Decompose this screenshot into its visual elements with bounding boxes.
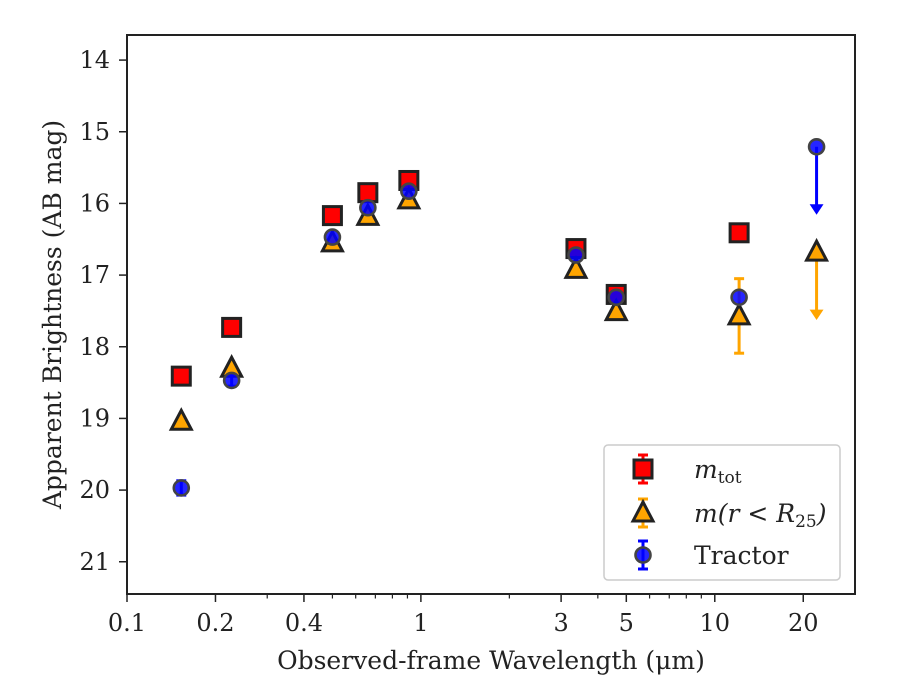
x-tick-label: 3 [553,609,568,637]
data-point-m-r25 [603,297,629,322]
legend-entry-tractor: Tractor [634,539,789,571]
data-point-m-r25 [726,301,752,326]
legend-marker-tractor [634,546,652,564]
data-point-tractor [807,138,826,156]
data-point-tractor [222,371,241,390]
upper-limit-arrow-head [809,204,824,215]
x-tick-label: 0.1 [108,609,146,637]
x-tick-label: 5 [619,609,634,637]
x-axis: 0.1 0.2 0.4 1 3 5 10 20 [108,594,819,637]
x-tick-label: 0.4 [285,609,323,637]
series-tractor [172,138,826,497]
legend: mtot m(r < R25) Tractor [603,444,841,581]
plot-marks [168,138,830,497]
y-tick-label: 20 [79,476,110,504]
data-point-m-r25 [804,237,830,262]
data-point-mtot [221,316,243,338]
data-point-tractor [172,479,191,497]
data-point-mtot [170,365,192,387]
data-point-tractor [400,182,418,201]
legend-label-m-r25: m(r < R25) [694,499,826,532]
legend-entry-mtot: mtot [632,453,742,488]
y-tick-label: 16 [79,189,110,217]
legend-box [603,444,841,581]
data-point-tractor [359,198,377,217]
data-point-m-r25 [168,407,194,431]
series-m-r25 [168,185,830,431]
y-tick-label: 14 [79,46,110,74]
legend-label-tractor: Tractor [694,541,789,570]
x-tick-label: 20 [788,609,819,637]
y-axis-title: Apparent Brightness (AB mag) [38,120,67,510]
plot-frame [126,34,856,595]
y-axis: 14 15 16 17 18 19 20 21 [79,46,127,576]
y-tick-label: 19 [79,404,110,432]
y-tick-label: 17 [79,261,110,289]
x-tick-label: 10 [700,609,731,637]
data-point-mtot [321,205,343,227]
data-point-tractor [730,288,748,307]
data-point-tractor [323,228,342,246]
upper-limit-arrow-head [809,309,824,321]
data-point-tractor [567,246,585,264]
data-point-m-r25 [563,255,589,279]
data-point-mtot [728,222,750,244]
x-axis-title: Observed-frame Wavelength (μm) [277,646,705,675]
legend-marker-m-r25 [630,498,656,523]
legend-marker-mtot [632,458,654,480]
y-tick-label: 15 [79,118,110,146]
y-tick-label: 21 [79,548,110,576]
y-tick-label: 18 [79,333,110,361]
series-mtot [170,169,750,387]
x-tick-label: 1 [413,609,428,637]
data-point-tractor [607,288,626,307]
legend-label-mtot: mtot [694,455,742,488]
legend-entry-m-r25: m(r < R25) [630,497,826,532]
x-tick-label: 0.2 [196,609,234,637]
